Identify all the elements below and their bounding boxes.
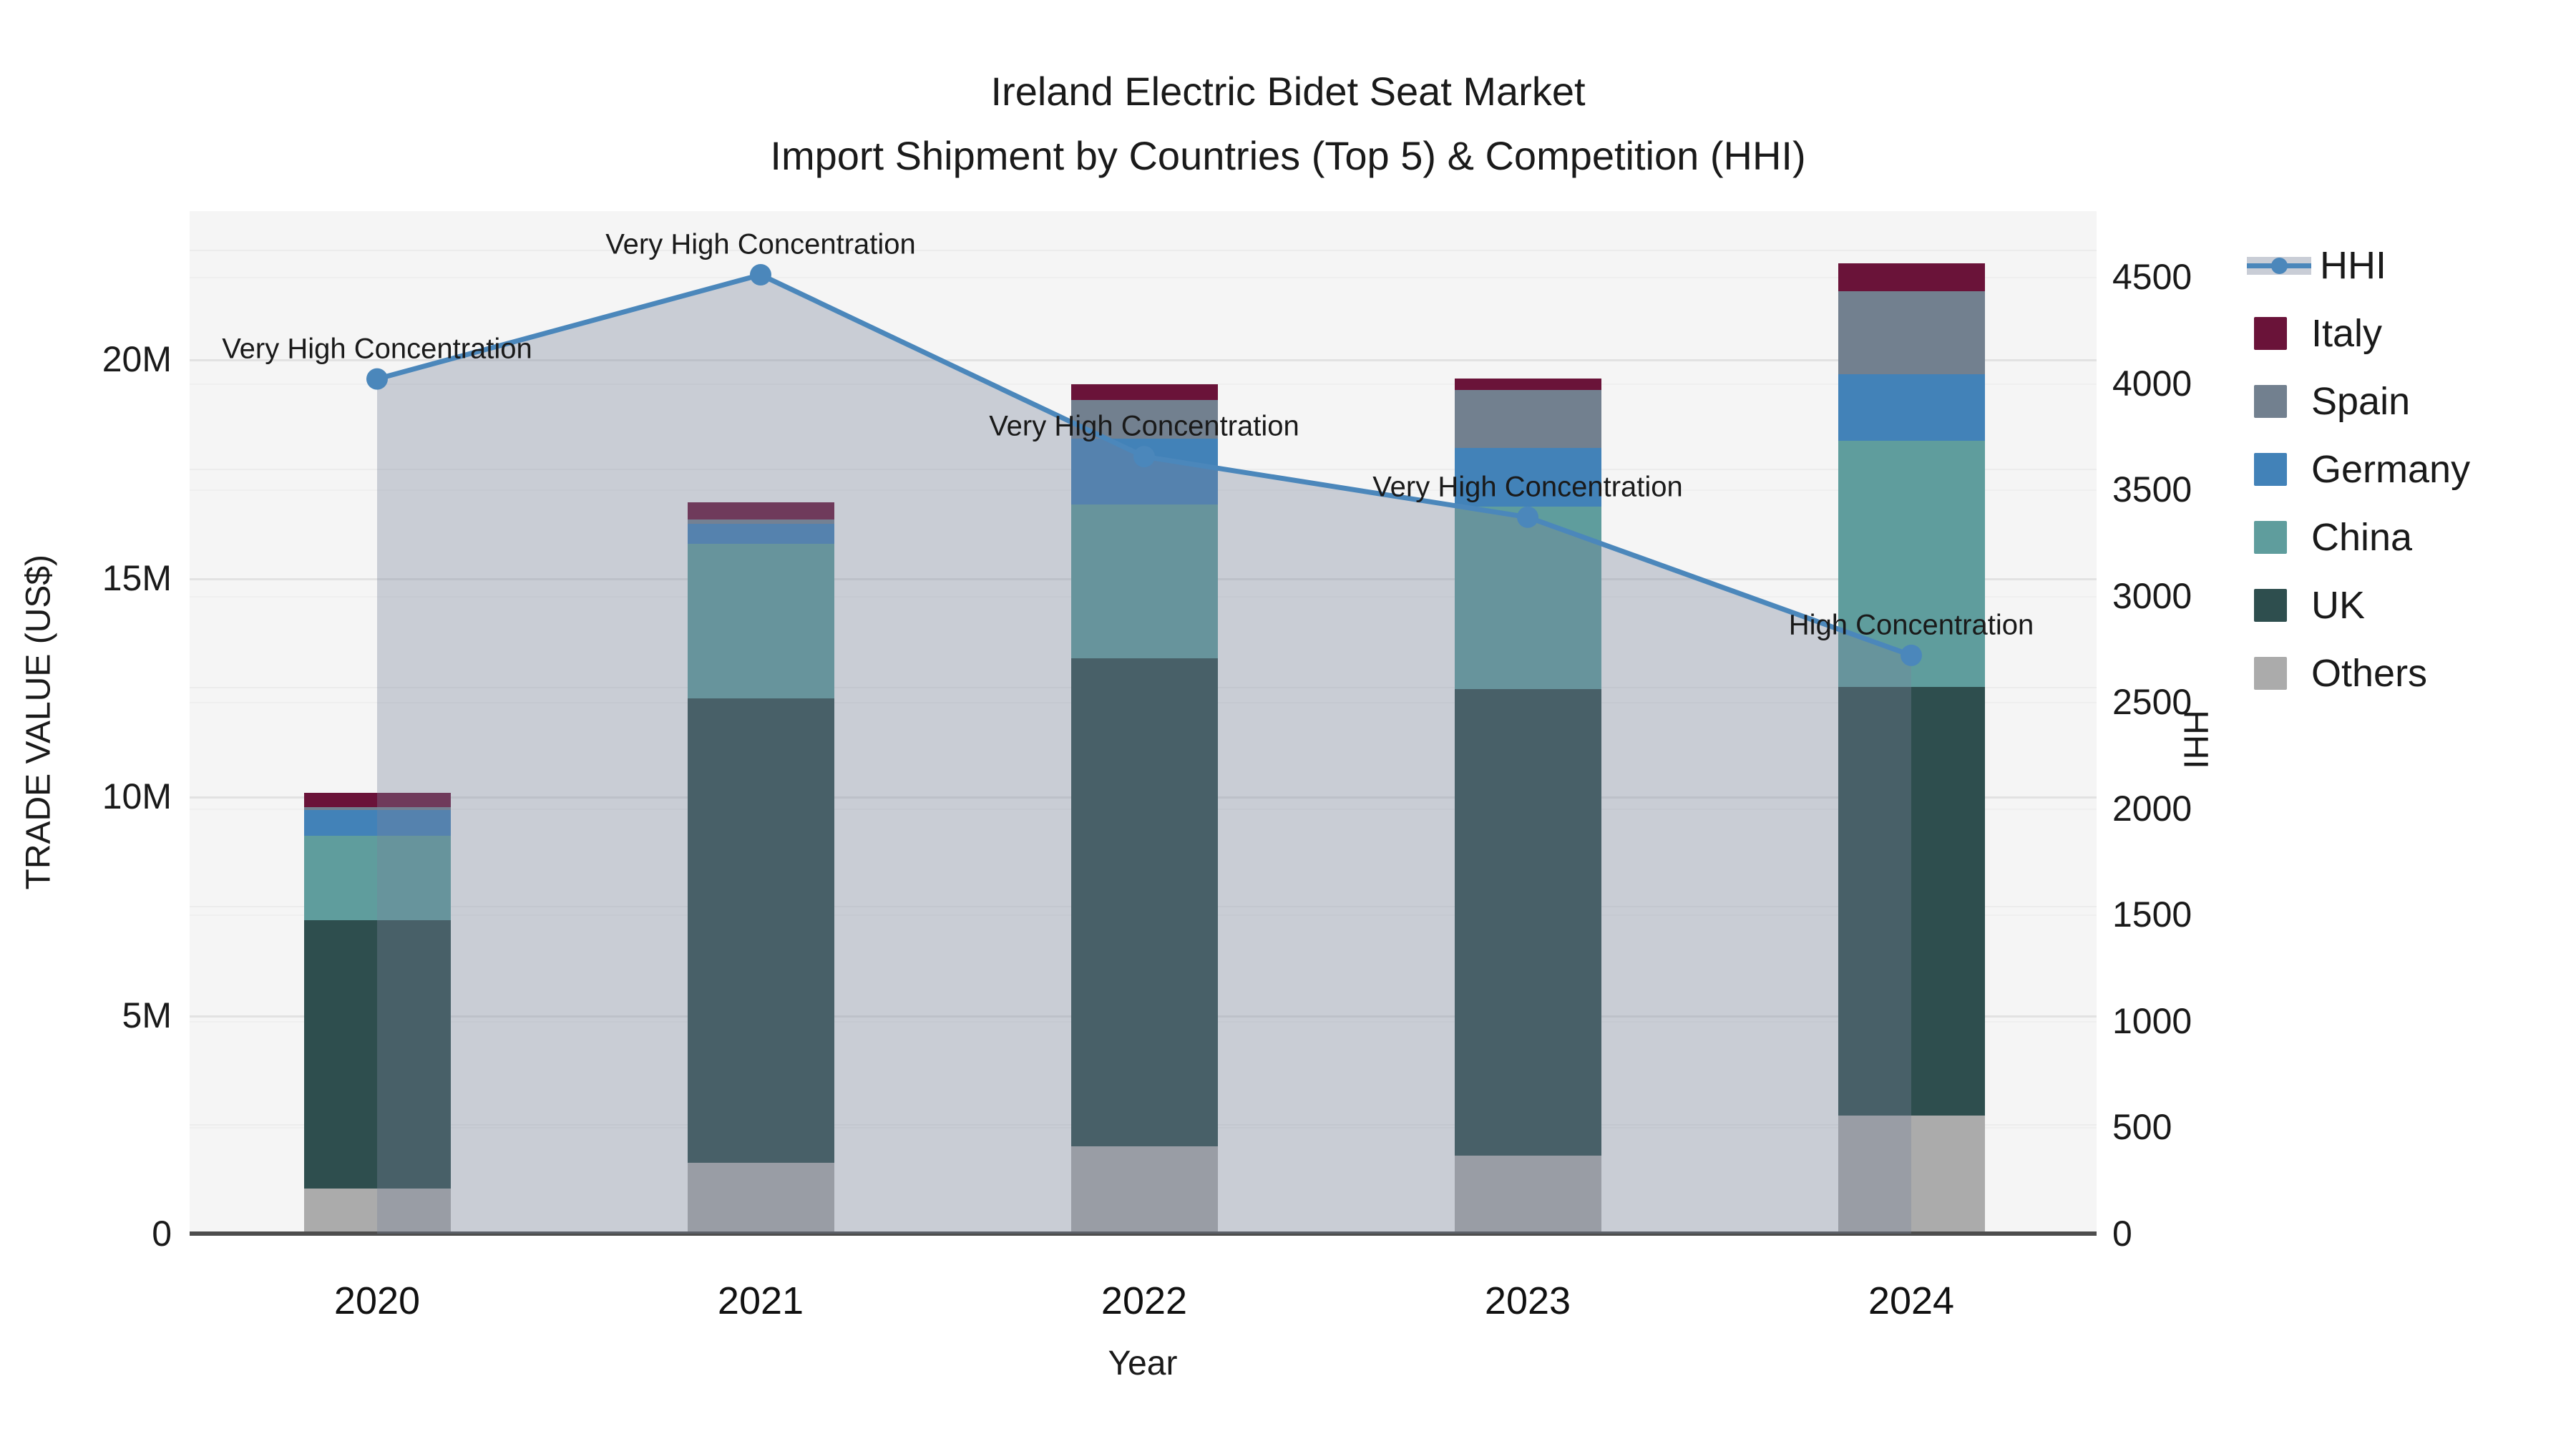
y-right-tick-500: 500: [2112, 1107, 2172, 1148]
bar-2020-china: [303, 835, 451, 920]
legend-label-uk: UK: [2311, 584, 2366, 627]
y-left-tick-10M: 10M: [102, 776, 172, 816]
bar-2023-spain: [1454, 389, 1601, 449]
legend-swatch-others: [2254, 657, 2287, 690]
legend-swatch-germany: [2254, 453, 2287, 486]
x-tick-2020: 2020: [333, 1279, 421, 1322]
legend-swatch-china: [2254, 521, 2287, 554]
bar-2020-italy: [303, 792, 451, 807]
y-left-tick-0: 0: [152, 1214, 172, 1254]
bar-2023-uk: [1454, 689, 1601, 1156]
legend-swatch-spain: [2254, 385, 2287, 418]
x-tick-2023: 2023: [1484, 1279, 1571, 1322]
legend-item-italy: Italy: [2247, 312, 2470, 355]
legend-label-germany: Germany: [2311, 448, 2471, 491]
legend-item-others: Others: [2247, 652, 2470, 695]
x-tick-2024: 2024: [1868, 1279, 1955, 1322]
bar-2021-italy: [687, 502, 834, 519]
annotation-2022: Very High Concentration: [989, 410, 1299, 442]
bar-2024-china: [1838, 441, 1985, 688]
bar-2020-germany: [303, 809, 451, 836]
hhi-marker-legend-dot: [2271, 258, 2288, 274]
y-right-tick-4000: 4000: [2112, 363, 2192, 404]
y-right-tick-2000: 2000: [2112, 788, 2192, 829]
bar-2020-uk: [303, 919, 451, 1189]
bar-2024-germany: [1838, 374, 1985, 441]
y-left-axis-title: TRADE VALUE (US$): [19, 554, 58, 890]
bar-2024-spain: [1838, 291, 1985, 375]
y-right-tick-3500: 3500: [2112, 469, 2192, 510]
gridline-yleft: [190, 250, 2097, 252]
y-right-tick-1500: 1500: [2112, 894, 2192, 935]
legend-item-germany: Germany: [2247, 448, 2471, 491]
y-left-tick-15M: 15M: [102, 557, 172, 598]
bar-2022-others: [1070, 1146, 1218, 1234]
annotation-2024: High Concentration: [1788, 609, 2034, 641]
y-left-tick-20M: 20M: [102, 339, 172, 379]
legend-swatch-uk: [2254, 589, 2287, 622]
hhi-line-legend-icon: [2247, 249, 2311, 282]
chart-title-line2: Import Shipment by Countries (Top 5) & C…: [770, 133, 1806, 178]
bar-2024-others: [1838, 1116, 1985, 1234]
x-tick-2022: 2022: [1101, 1279, 1188, 1322]
bar-2022-china: [1070, 504, 1218, 658]
chart-title-line1: Ireland Electric Bidet Seat Market: [990, 69, 1586, 114]
bar-2021-germany: [687, 523, 834, 544]
legend-label-italy: Italy: [2311, 312, 2383, 355]
annotation-2020: Very High Concentration: [222, 333, 532, 365]
bar-2020-spain: [303, 806, 451, 810]
annotation-2023: Very High Concentration: [1372, 471, 1683, 503]
annotation-2021: Very High Concentration: [605, 228, 916, 260]
bar-2024-uk: [1838, 687, 1985, 1116]
bar-2021-china: [687, 543, 834, 699]
legend-item-china: China: [2247, 516, 2470, 559]
bar-2023-italy: [1454, 378, 1601, 390]
y-right-tick-0: 0: [2112, 1214, 2132, 1254]
bar-2021-spain: [687, 519, 834, 524]
legend-item-spain: Spain: [2247, 380, 2470, 423]
legend-label-hhi: HHI: [2320, 244, 2386, 287]
x-axis-line: [190, 1231, 2097, 1236]
bar-2022-italy: [1070, 384, 1218, 400]
legend-label-spain: Spain: [2311, 380, 2411, 423]
y-right-tick-2500: 2500: [2112, 682, 2192, 723]
legend-item-uk: UK: [2247, 584, 2470, 627]
legend-label-others: Others: [2311, 652, 2428, 695]
y-right-tick-3000: 3000: [2112, 575, 2192, 616]
bar-2021-others: [687, 1163, 834, 1234]
y-right-axis-title: HHI: [2176, 710, 2215, 769]
bar-2024-italy: [1838, 263, 1985, 292]
y-right-tick-1000: 1000: [2112, 1000, 2192, 1041]
legend-label-china: China: [2311, 516, 2413, 559]
legend-item-hhi: HHI: [2247, 244, 2470, 287]
x-tick-2021: 2021: [717, 1279, 804, 1322]
legend-swatch-italy: [2254, 317, 2287, 350]
bar-2022-germany: [1070, 438, 1218, 504]
y-right-tick-4500: 4500: [2112, 257, 2192, 297]
bar-2023-china: [1454, 506, 1601, 690]
x-axis-title: Year: [1108, 1345, 1178, 1382]
y-left-tick-5M: 5M: [122, 995, 172, 1035]
bar-2021-uk: [687, 698, 834, 1163]
legend: HHI Italy Spain Germany China UK Others: [2247, 244, 2471, 695]
bar-2020-others: [303, 1189, 451, 1234]
bar-2023-others: [1454, 1156, 1601, 1234]
bar-2022-uk: [1070, 658, 1218, 1146]
